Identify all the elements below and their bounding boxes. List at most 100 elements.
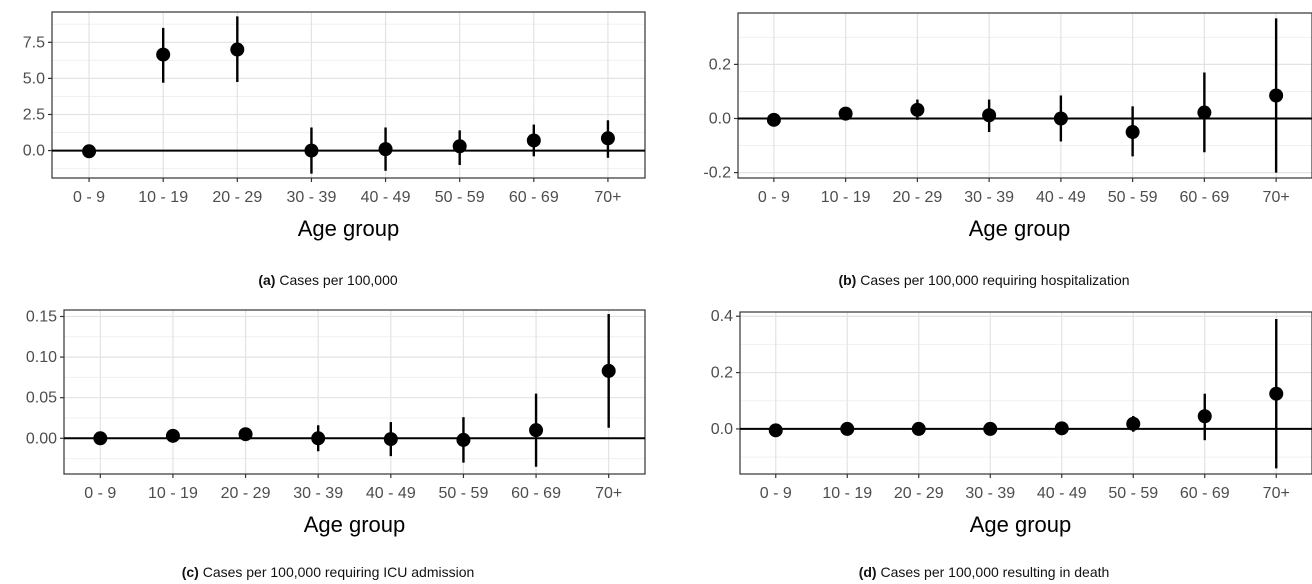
panel-border [63, 309, 646, 475]
x-axis-title: Age group [304, 512, 406, 537]
data-point [82, 144, 97, 159]
data-point [910, 102, 925, 117]
x-tick-label: 10 - 19 [822, 485, 872, 502]
y-tick-label: 0.05 [26, 390, 57, 407]
x-tick-label: 30 - 39 [965, 485, 1015, 502]
data-point [526, 133, 541, 148]
x-tick-label: 40 - 49 [361, 189, 411, 206]
x-tick-label: 70+ [1263, 189, 1290, 206]
x-tick-label: 60 - 69 [511, 485, 561, 502]
data-point [230, 42, 245, 57]
x-tick-label: 40 - 49 [1036, 189, 1086, 206]
y-tick-label: 0.0 [23, 143, 45, 160]
x-tick-label: 50 - 59 [435, 189, 485, 206]
data-point [1197, 409, 1212, 424]
data-point [238, 427, 253, 442]
caption-d: (d) Cases per 100,000 resulting in death [656, 564, 1312, 580]
caption-b-text: Cases per 100,000 requiring hospitalizat… [860, 272, 1130, 288]
data-point [766, 112, 781, 127]
x-tick-label: 50 - 59 [1108, 485, 1158, 502]
data-point [529, 423, 544, 438]
chart-panel-d: 0.0 0.2 0.4 0 - 9 10 - 19 20 - 29 30 - 39 40 - … [656, 292, 1312, 584]
y-tick-label: 0.2 [709, 56, 731, 73]
x-tick-label: 10 - 19 [138, 189, 188, 206]
y-tick-label: 0.10 [26, 349, 57, 366]
data-point [93, 431, 108, 446]
data-point [838, 106, 853, 121]
data-point [1053, 111, 1068, 126]
caption-b-tag: (b) [838, 272, 857, 288]
y-tick-label: 0.2 [711, 365, 733, 382]
x-tick-label: 10 - 19 [821, 189, 871, 206]
data-point [452, 139, 467, 154]
panel-border [51, 11, 646, 179]
data-point [768, 423, 783, 438]
panel-border [737, 12, 1312, 179]
chart-d: 0.0 0.2 0.4 0 - 9 10 - 19 20 - 29 30 - 39 40 - … [711, 308, 1312, 537]
x-axis-title: Age group [969, 216, 1071, 241]
x-tick-label: 60 - 69 [509, 189, 559, 206]
x-tick-label: 70+ [1263, 485, 1290, 502]
data-point [1197, 105, 1212, 120]
x-tick-label: 0 - 9 [84, 485, 116, 502]
y-tick-label: 5.0 [23, 70, 45, 87]
data-point [982, 108, 997, 123]
data-point [601, 363, 616, 378]
y-tick-label: 0.15 [26, 308, 57, 325]
chart-panel-b: -0.2 0.0 0.2 0 - 9 10 - 19 20 - 29 30 - 39 40 -… [656, 0, 1312, 292]
caption-a-text: Cases per 100,000 [279, 272, 398, 288]
y-tick-label: -0.2 [703, 165, 731, 182]
chart-panel-c: 0.00 0.05 0.10 0.15 0 - 9 10 - 19 20 - 29 30 - … [0, 292, 656, 584]
data-point [456, 432, 471, 447]
x-tick-label: 10 - 19 [148, 485, 198, 502]
chart-a: 0.0 2.5 5.0 7.5 0 - 9 10 - 19 20 - 29 30 - 39 40… [23, 11, 646, 241]
data-point [378, 142, 393, 157]
x-tick-label: 20 - 29 [894, 485, 944, 502]
chart-b: -0.2 0.0 0.2 0 - 9 10 - 19 20 - 29 30 - 39 40 -… [703, 12, 1312, 241]
data-point [600, 131, 615, 146]
caption-d-text: Cases per 100,000 resulting in death [880, 564, 1110, 580]
y-tick-label: 0.00 [26, 430, 57, 447]
x-tick-label: 60 - 69 [1179, 189, 1229, 206]
x-tick-label: 50 - 59 [439, 485, 489, 502]
data-point [165, 428, 180, 443]
panel-border [739, 311, 1312, 475]
data-point [1125, 125, 1140, 140]
x-tick-label: 0 - 9 [758, 189, 790, 206]
chart-c: 0.00 0.05 0.10 0.15 0 - 9 10 - 19 20 - 29 30 - … [26, 308, 646, 537]
data-point [304, 143, 319, 158]
data-point [1054, 421, 1069, 436]
x-tick-label: 20 - 29 [221, 485, 271, 502]
data-point [1269, 88, 1284, 103]
x-tick-label: 60 - 69 [1180, 485, 1230, 502]
data-point [311, 431, 326, 446]
data-point [383, 432, 398, 447]
x-tick-label: 40 - 49 [366, 485, 416, 502]
caption-c-text: Cases per 100,000 requiring ICU admissio… [202, 564, 475, 580]
data-point [911, 421, 926, 436]
y-tick-label: 7.5 [23, 34, 45, 51]
x-axis-title: Age group [970, 512, 1072, 537]
data-point [840, 421, 855, 436]
x-tick-label: 70+ [595, 485, 622, 502]
data-point [1269, 386, 1284, 401]
data-point [1126, 416, 1141, 431]
x-tick-label: 30 - 39 [964, 189, 1014, 206]
y-tick-label: 2.5 [23, 106, 45, 123]
y-tick-label: 0.4 [711, 308, 733, 325]
caption-b: (b) Cases per 100,000 requiring hospital… [656, 272, 1312, 288]
x-tick-label: 20 - 29 [212, 189, 262, 206]
x-tick-label: 20 - 29 [892, 189, 942, 206]
data-point [983, 421, 998, 436]
caption-a-tag: (a) [258, 272, 276, 288]
y-tick-label: 0.0 [711, 421, 733, 438]
x-tick-label: 30 - 39 [293, 485, 343, 502]
x-tick-label: 50 - 59 [1108, 189, 1158, 206]
x-axis-title: Age group [298, 216, 400, 241]
caption-d-tag: (d) [858, 564, 877, 580]
x-tick-label: 40 - 49 [1037, 485, 1087, 502]
data-point [156, 47, 171, 62]
x-tick-label: 70+ [594, 189, 621, 206]
x-tick-label: 0 - 9 [760, 485, 792, 502]
x-tick-label: 30 - 39 [287, 189, 337, 206]
